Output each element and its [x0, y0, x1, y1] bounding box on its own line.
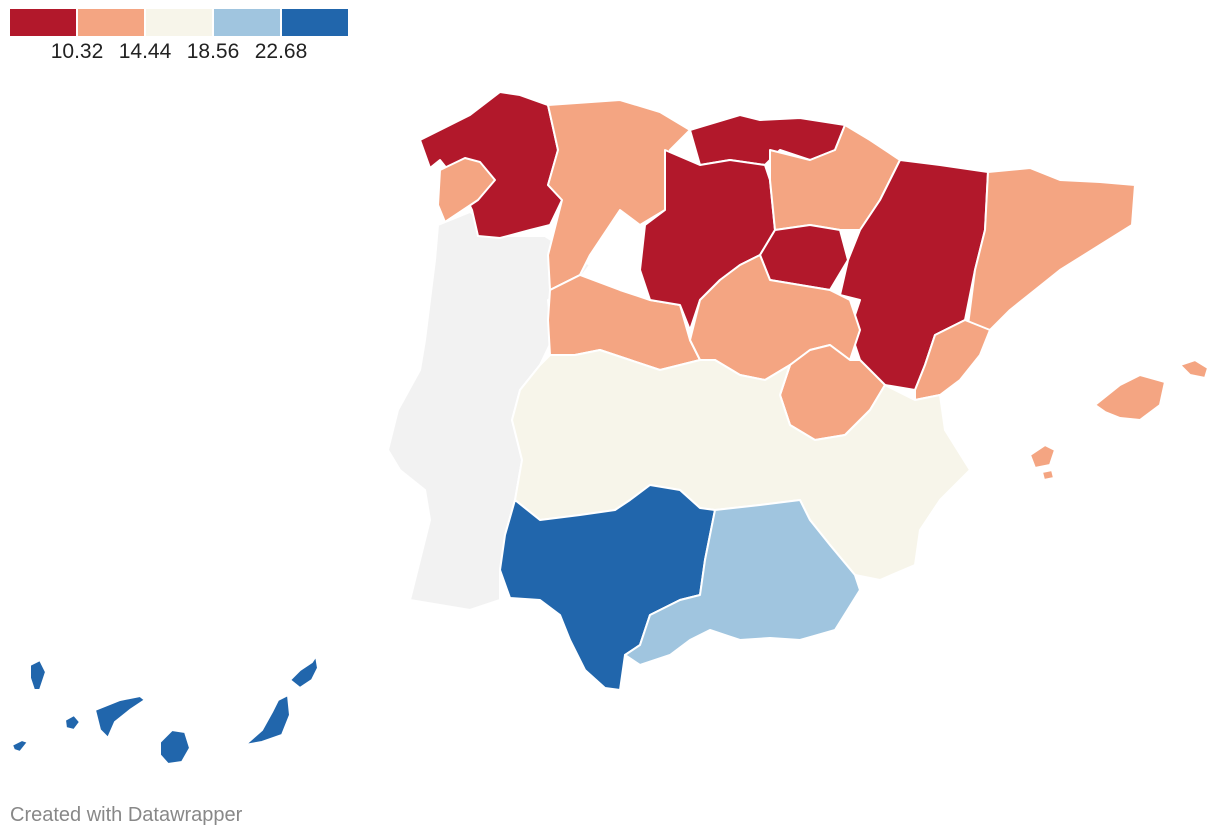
region-el-hierro[interactable] — [11, 739, 29, 753]
legend-tick-1: 10.32 — [50, 40, 104, 63]
legend-tick-2: 14.44 — [118, 40, 172, 63]
legend-tick-labels: 10.32 14.44 18.56 22.68 — [10, 36, 350, 66]
legend-tick-4: 22.68 — [254, 40, 308, 63]
region-ibiza[interactable] — [1029, 444, 1056, 469]
legend-swatch-4 — [214, 9, 280, 36]
region-galicia[interactable] — [419, 91, 563, 239]
region-asturias-leon[interactable] — [547, 99, 691, 291]
legend-swatch-3 — [146, 9, 212, 36]
region-andalusia-west[interactable] — [499, 484, 716, 691]
region-gran-canaria[interactable] — [159, 729, 191, 765]
legend-tick-3: 18.56 — [186, 40, 240, 63]
legend-swatch-1 — [10, 9, 76, 36]
region-tenerife[interactable] — [94, 695, 146, 739]
region-andalusia-east[interactable] — [624, 499, 861, 666]
legend-color-scale — [10, 9, 350, 36]
legend-swatch-5 — [282, 9, 348, 36]
legend-swatch-2 — [78, 9, 144, 36]
region-fuerteventura[interactable] — [244, 694, 291, 746]
region-catalonia[interactable] — [967, 167, 1136, 331]
region-lanzarote[interactable] — [289, 655, 319, 689]
datawrapper-credit[interactable]: Created with Datawrapper — [10, 804, 243, 826]
region-formentera[interactable] — [1041, 469, 1055, 481]
region-la-gomera[interactable] — [64, 714, 81, 731]
region-pontevedra[interactable] — [437, 157, 496, 223]
region-mallorca[interactable] — [1094, 374, 1166, 421]
region-menorca[interactable] — [1179, 359, 1209, 379]
map-legend: 10.32 14.44 18.56 22.68 — [10, 9, 350, 69]
region-la-palma[interactable] — [29, 659, 47, 691]
